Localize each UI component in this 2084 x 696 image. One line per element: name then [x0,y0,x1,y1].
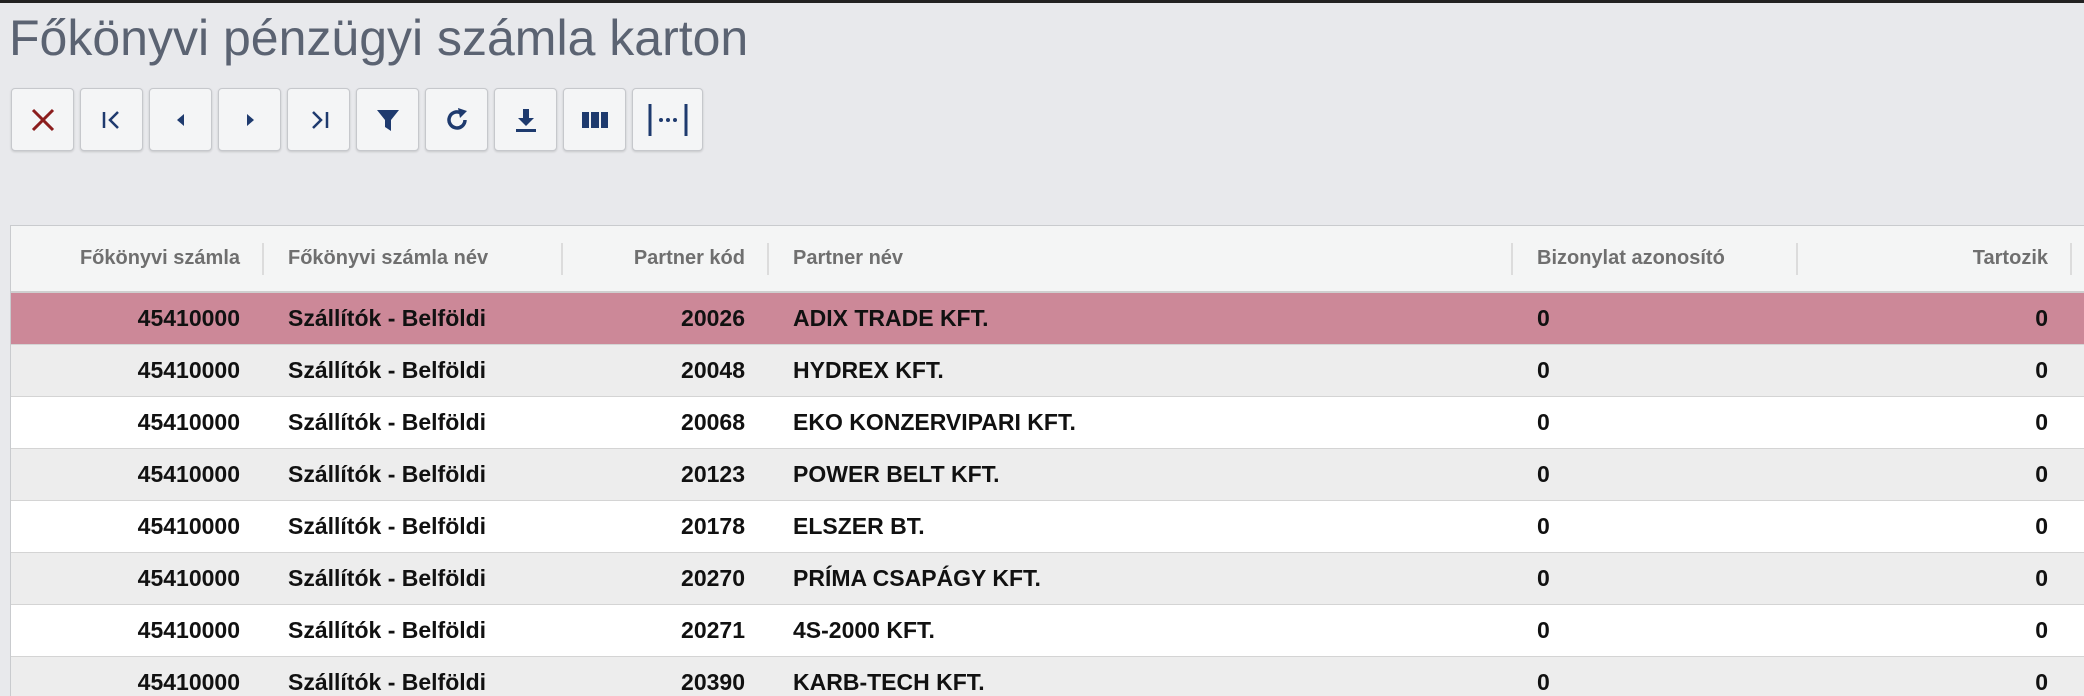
column-header[interactable]: Tartozik [1798,226,2072,291]
data-grid: Főkönyvi számla Főkönyvi számla név Partne… [10,225,2084,696]
icon [311,110,328,129]
table-cell: Szállítók - Belföldi [288,617,487,643]
table-row[interactable]: 45410000 Szállítók - Belföldi 20390 KARB-TE… [11,657,2084,696]
table-cell: ADIX TRADE KFT. [793,305,989,331]
table-cell: 20178 [681,513,745,539]
icon [102,110,119,129]
column-header[interactable]: Bizonylat azonosító [1513,226,1798,291]
table-row[interactable]: 45410000 Szállítók - Belföldi 20123 POWER B… [11,449,2084,501]
table-row[interactable]: 45410000 Szállítók - Belföldi 20271 4S-2000… [11,605,2084,657]
icon [246,113,254,126]
column-header[interactable]: Partner név [769,226,1513,291]
refresh-button[interactable] [425,88,488,151]
table-cell: 20390 [681,669,745,695]
table-cell: 45410000 [137,461,240,487]
table-row[interactable]: 45410000 Szállítók - Belföldi 20178 ELSZER … [11,501,2084,553]
table-cell: 45410000 [137,565,240,591]
table-cell: Szállítók - Belföldi [288,565,487,591]
toolbar [11,88,703,151]
table-cell: 20068 [681,409,745,435]
table-cell: 20123 [681,461,745,487]
table-cell: Szállítók - Belföldi [288,461,487,487]
column-header[interactable]: Főkönyvi számla [11,226,264,291]
table-cell: 45410000 [137,357,240,383]
next-button[interactable] [218,88,281,151]
table-cell: Szállítók - Belföldi [288,513,487,539]
table-cell: 0 [1537,409,1550,435]
table-cell: 0 [2035,357,2048,383]
columns-button[interactable] [563,88,626,151]
close-button[interactable] [11,88,74,151]
table-cell: Szállítók - Belföldi [288,669,487,695]
table-cell: PRÍMA CSAPÁGY KFT. [793,565,1041,591]
fit-columns-button[interactable] [632,88,703,151]
table-cell: 0 [2035,409,2048,435]
table-cell: POWER BELT KFT. [793,461,1000,487]
download-button[interactable] [494,88,557,151]
icon [581,111,608,128]
icon [376,109,399,131]
last-button[interactable] [287,88,350,151]
column-header[interactable]: Főkönyvi számla név [264,226,563,291]
table-cell: 0 [1537,565,1550,591]
page-title: Főkönyvi pénzügyi számla karton [9,10,749,66]
table-cell: 0 [1537,461,1550,487]
icon [648,103,687,136]
table-cell: 0 [2035,565,2048,591]
table-cell: 0 [1537,669,1550,695]
table-cell: 0 [2035,669,2048,695]
table-cell: 20271 [681,617,745,643]
table-cell: 45410000 [137,617,240,643]
table-cell: Szállítók - Belföldi [288,305,487,331]
table-cell: 4S-2000 KFT. [793,617,935,643]
icon [176,113,184,126]
table-cell: 0 [1537,305,1550,331]
table-cell: EKO KONZERVIPARI KFT. [793,409,1076,435]
first-button[interactable] [80,88,143,151]
table-cell: 45410000 [137,409,240,435]
filter-button[interactable] [356,88,419,151]
table-cell: 0 [1537,513,1550,539]
table-cell: 0 [2035,513,2048,539]
icon [31,108,54,131]
prev-button[interactable] [149,88,212,151]
table-cell: KARB-TECH KFT. [793,669,985,695]
table-cell: 0 [2035,461,2048,487]
table-cell: 20026 [681,305,745,331]
table-cell: 0 [1537,617,1550,643]
table-cell: 0 [1537,357,1550,383]
table-cell: 0 [2035,305,2048,331]
table-row[interactable]: 45410000 Szállítók - Belföldi 20270 PRÍMA C… [11,553,2084,605]
icon [515,108,536,132]
table-cell: 20270 [681,565,745,591]
icon [446,107,467,130]
table-row[interactable]: 45410000 Szállítók - Belföldi 20026 ADIX TR… [11,293,2084,345]
header-row: Főkönyvi számla Főkönyvi számla név Partne… [11,226,2084,293]
table-row[interactable]: 45410000 Szállítók - Belföldi 20048 HYDREX … [11,345,2084,397]
table-cell: 20048 [681,357,745,383]
column-header[interactable]: Partner kód [563,226,769,291]
table-cell: ELSZER BT. [793,513,925,539]
table-cell: 45410000 [137,669,240,695]
table-cell: 0 [2035,617,2048,643]
table-cell: 45410000 [137,305,240,331]
table-cell: HYDREX KFT. [793,357,944,383]
table-cell: Szállítók - Belföldi [288,357,487,383]
table-cell: 45410000 [137,513,240,539]
table-row[interactable]: 45410000 Szállítók - Belföldi 20068 EKO KON… [11,397,2084,449]
table-cell: Szállítók - Belföldi [288,409,487,435]
